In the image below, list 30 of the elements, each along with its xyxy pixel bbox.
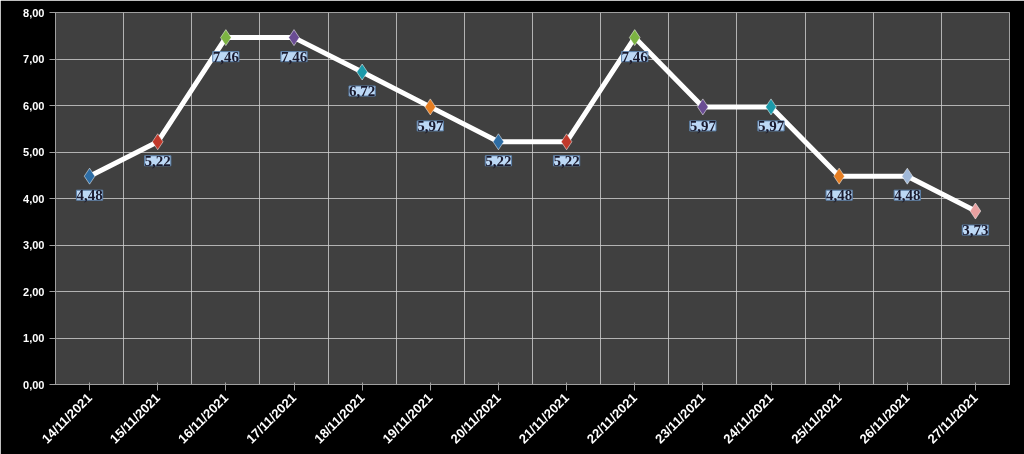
data-label: 4,48 bbox=[76, 187, 103, 204]
point bbox=[492, 133, 505, 151]
y-tick-label: 6,00 bbox=[23, 99, 45, 112]
data-label: 7,46 bbox=[621, 48, 649, 65]
data-label: 4,48 bbox=[894, 187, 921, 204]
y-tick-label: 3,00 bbox=[23, 239, 45, 251]
data-label: 3,73 bbox=[962, 222, 989, 239]
y-tick-label: 0,00 bbox=[23, 378, 45, 391]
y-tick-label: 1,00 bbox=[23, 332, 45, 344]
data-label: 4,48 bbox=[826, 187, 853, 204]
y-tick-label: 2,00 bbox=[23, 285, 45, 298]
y-tick-label: 8,00 bbox=[23, 6, 45, 19]
data-label: 5,97 bbox=[757, 117, 785, 134]
point bbox=[83, 167, 96, 185]
point bbox=[560, 133, 573, 151]
data-label: 5,22 bbox=[553, 152, 580, 169]
data-label: 5,22 bbox=[144, 152, 171, 169]
point bbox=[969, 202, 982, 220]
point bbox=[220, 29, 232, 46]
point bbox=[288, 29, 300, 46]
y-tick-label: 7,00 bbox=[23, 53, 45, 65]
data-label: 6,72 bbox=[349, 83, 376, 100]
y-tick-label: 4,00 bbox=[23, 192, 45, 205]
data-label: 7,46 bbox=[212, 48, 240, 65]
data-label: 5,97 bbox=[689, 117, 717, 134]
y-tick-label: 5,00 bbox=[23, 146, 45, 158]
data-label: 7,46 bbox=[280, 48, 308, 65]
point bbox=[629, 29, 641, 46]
data-label: 5,97 bbox=[417, 117, 444, 134]
data-label: 5,22 bbox=[485, 152, 512, 169]
